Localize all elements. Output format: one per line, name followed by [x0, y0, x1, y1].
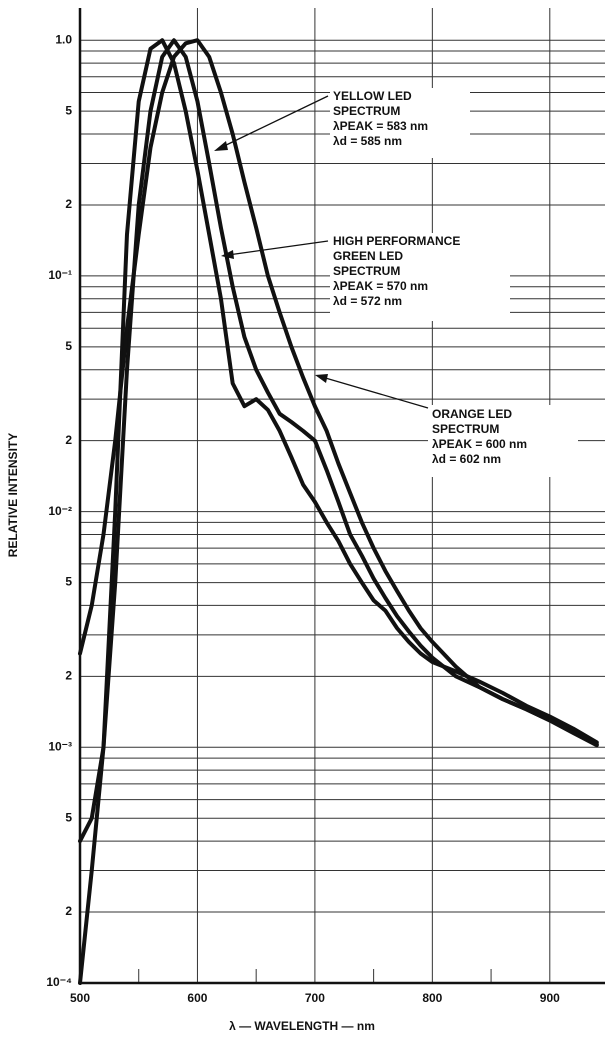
annotation-text: λPEAK = 583 nm: [333, 119, 428, 133]
y-tick-label: 10⁻⁴: [46, 975, 72, 989]
annotation-bg: [428, 405, 578, 477]
annotation-text: GREEN LED: [333, 249, 403, 263]
y-tick-label: 2: [65, 904, 72, 918]
y-tick-label: 10⁻¹: [48, 268, 72, 282]
y-tick-label: 5: [65, 339, 72, 353]
y-tick-label: 2: [65, 669, 72, 683]
x-tick-label: 700: [305, 991, 325, 1005]
annotation-text: ORANGE LED: [432, 407, 512, 421]
annotation-text: HIGH PERFORMANCE: [333, 234, 460, 248]
arrowhead: [221, 250, 234, 259]
arrowhead: [315, 374, 328, 383]
annotation-text: λPEAK = 570 nm: [333, 279, 428, 293]
annotation-text: YELLOW LED: [333, 89, 412, 103]
y-tick-label: 2: [65, 197, 72, 211]
spectrum-line: [78, 38, 599, 844]
annotation-text: SPECTRUM: [333, 104, 400, 118]
annotation-text: λPEAK = 600 nm: [432, 437, 527, 451]
spectrum-line: [78, 38, 599, 748]
annotation-bg: [330, 88, 470, 158]
annotation-text: SPECTRUM: [432, 422, 499, 436]
y-tick-label: 10⁻²: [48, 504, 72, 518]
annotation-backgrounds: [330, 88, 578, 477]
x-tick-label: 600: [187, 991, 207, 1005]
arrow: [219, 95, 329, 149]
y-axis-label: RELATIVE INTENSITY: [6, 433, 20, 557]
arrow: [227, 240, 329, 256]
annotation-text: λd = 585 nm: [333, 134, 402, 148]
tick-labels: 1.0 5 2 10⁻¹ 5 2 10⁻² 5 2 10⁻³ 5 2 10⁻⁴ 500 600 700 800 9…: [46, 32, 560, 1005]
y-tick-label: 5: [65, 810, 72, 824]
y-tick-label: 10⁻³: [48, 739, 72, 753]
annotation-bg: [330, 233, 510, 321]
arrow: [321, 376, 429, 409]
x-tick-label: 500: [70, 991, 90, 1005]
annotation-text: SPECTRUM: [333, 264, 400, 278]
y-tick-label: 5: [65, 103, 72, 117]
spectrum-line: [78, 38, 599, 985]
x-tick-label: 800: [422, 991, 442, 1005]
arrows: [214, 95, 429, 409]
y-tick-label: 5: [65, 575, 72, 589]
x-axis-label: λ — WAVELENGTH — nm: [229, 1019, 375, 1033]
arrowhead: [214, 141, 228, 151]
y-tick-label: 1.0: [55, 32, 72, 46]
y-tick-label: 2: [65, 433, 72, 447]
annotation-text: λd = 602 nm: [432, 452, 501, 466]
annotation-text: λd = 572 nm: [333, 294, 402, 308]
x-tick-label: 900: [540, 991, 560, 1005]
curves: [78, 38, 599, 985]
